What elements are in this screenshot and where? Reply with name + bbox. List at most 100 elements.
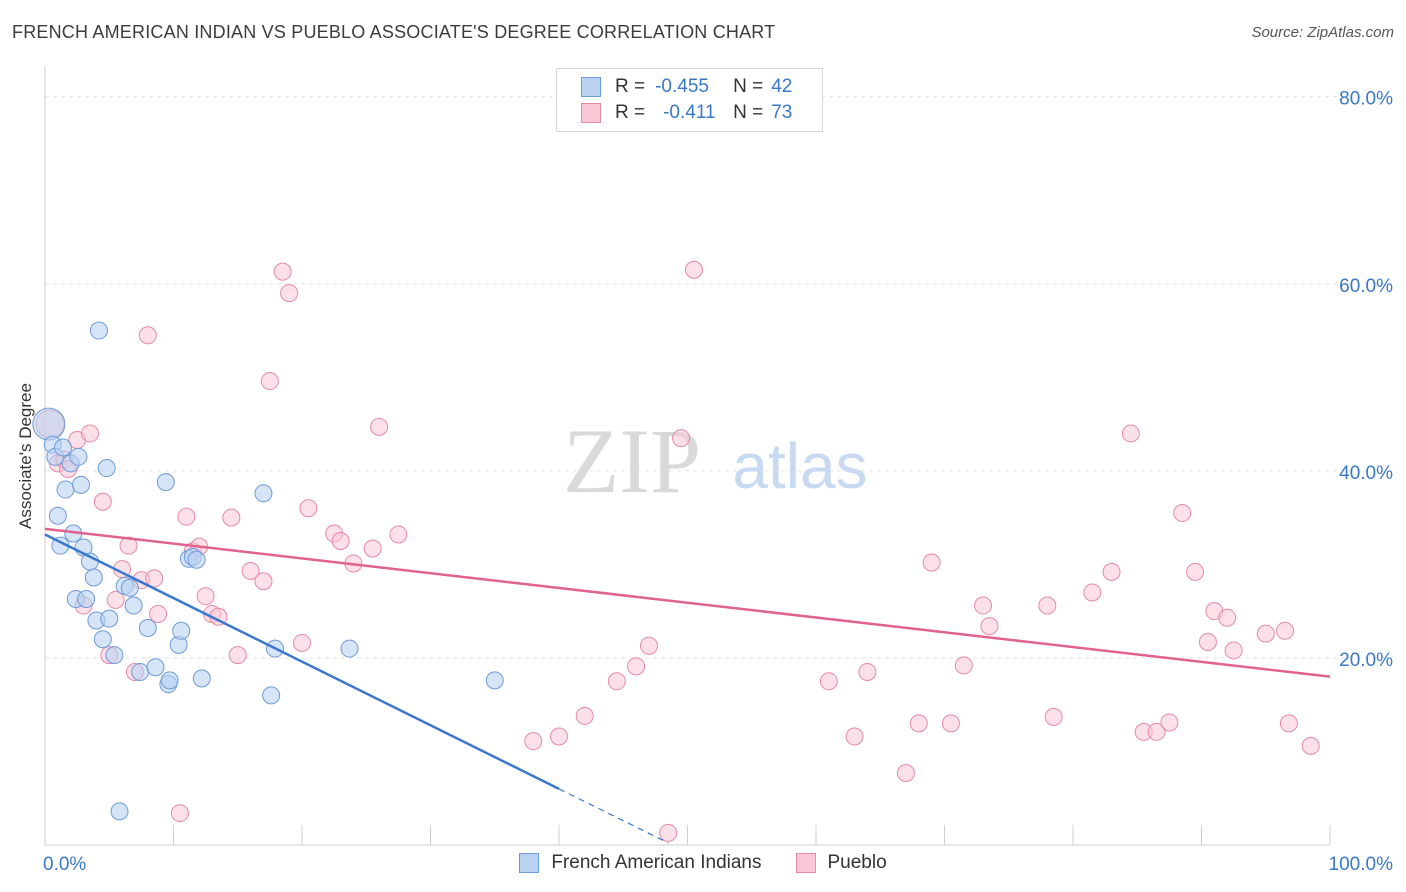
legend-n-value-1: 42 xyxy=(771,76,793,97)
trend-line-french-american-indians-extension xyxy=(558,788,669,844)
french-american-indians-point xyxy=(89,321,108,340)
watermark: ZIP atlas xyxy=(563,410,868,512)
chart-title: FRENCH AMERICAN INDIAN VS PUEBLO ASSOCIA… xyxy=(12,22,776,42)
french-american-indians-point xyxy=(172,621,191,640)
pueblo-point xyxy=(1147,722,1166,741)
pueblo-point xyxy=(819,672,838,691)
y-axis-label: Associate's Degree xyxy=(16,383,35,529)
pueblo-point xyxy=(1218,608,1237,627)
pueblo-point xyxy=(80,424,99,443)
source-label: Source: ZipAtlas.com xyxy=(1251,24,1394,41)
bottom-legend-label-1: French American Indians xyxy=(551,852,762,873)
pueblo-point xyxy=(331,532,350,551)
pueblo-points xyxy=(35,260,1320,842)
pueblo-point xyxy=(980,617,999,636)
french-american-indians-point xyxy=(93,630,112,649)
french-american-indians-point xyxy=(105,646,124,665)
pueblo-point xyxy=(672,429,691,448)
pueblo-point xyxy=(1083,583,1102,602)
watermark-atlas: atlas xyxy=(732,430,867,502)
legend-r-label: R = xyxy=(615,76,646,97)
pueblo-point xyxy=(260,372,279,391)
pueblo-point xyxy=(1121,424,1140,443)
pueblo-point xyxy=(177,507,196,526)
pueblo-point xyxy=(659,823,678,842)
pueblo-point xyxy=(370,417,389,436)
pueblo-point xyxy=(524,732,543,751)
bottom-legend-label-2: Pueblo xyxy=(827,852,887,873)
trend-lines xyxy=(44,527,1331,844)
pueblo-point xyxy=(293,633,311,652)
french-american-indians-point xyxy=(131,662,150,681)
bottom-legend-swatch-pink xyxy=(795,853,816,873)
pueblo-point xyxy=(1279,714,1298,733)
correlation-legend: R = -0.455 N = 42 R = -0.411 N = 73 xyxy=(556,68,823,132)
pueblo-point xyxy=(550,727,568,746)
y-tick-label: 60.0% xyxy=(1339,276,1393,297)
french-american-indians-point xyxy=(48,506,67,525)
x-tick-label-max: 100.0% xyxy=(1329,854,1394,875)
french-american-indians-point xyxy=(187,550,206,569)
bottom-legend-swatch-blue xyxy=(519,853,540,873)
pueblo-point xyxy=(363,539,382,558)
french-american-indians-point xyxy=(100,609,119,628)
pueblo-point xyxy=(1160,713,1179,732)
pueblo-point xyxy=(1301,736,1320,755)
french-american-indians-point xyxy=(262,686,281,705)
watermark-zip: ZIP xyxy=(563,410,701,512)
french-american-indians-point xyxy=(156,473,175,492)
pueblo-point xyxy=(1173,503,1192,522)
trend-line-french-american-indians xyxy=(44,533,560,790)
pueblo-point xyxy=(974,596,993,615)
pueblo-point xyxy=(273,262,292,281)
french-american-indians-point xyxy=(124,596,143,615)
pueblo-point xyxy=(684,260,703,279)
pueblo-point xyxy=(228,646,247,665)
pueblo-point xyxy=(254,572,273,591)
pueblo-point xyxy=(909,714,928,733)
pueblo-point xyxy=(575,706,594,725)
pueblo-point xyxy=(149,604,168,623)
pueblo-point xyxy=(858,662,877,681)
pueblo-point xyxy=(119,536,138,555)
pueblo-point xyxy=(1186,562,1205,581)
pueblo-point xyxy=(1038,596,1057,615)
pueblo-point xyxy=(1044,707,1063,726)
french-american-indians-point xyxy=(160,671,179,690)
pueblo-point xyxy=(170,804,189,823)
legend-n-label: N = xyxy=(733,102,764,123)
legend-n-value-2: 73 xyxy=(771,102,793,123)
legend-r-value-1: -0.455 xyxy=(655,76,709,97)
pueblo-point xyxy=(93,492,112,511)
pueblo-point xyxy=(389,525,408,544)
french-american-indians-point xyxy=(32,407,66,441)
pueblo-point xyxy=(607,672,626,691)
pueblo-point xyxy=(299,499,318,518)
y-tick-label: 20.0% xyxy=(1339,650,1393,671)
y-tick-label: 80.0% xyxy=(1339,89,1393,110)
pueblo-point xyxy=(954,656,973,675)
legend-swatch-pink xyxy=(581,103,601,123)
pueblo-point xyxy=(1102,562,1121,581)
pueblo-point xyxy=(1256,624,1275,643)
pueblo-point xyxy=(627,657,646,676)
legend-row-pueblo: R = -0.411 N = 73 xyxy=(581,101,792,125)
french-american-indians-point xyxy=(192,669,211,688)
bottom-legend-item-french-american-indians: French American Indians xyxy=(519,852,762,874)
pueblo-point xyxy=(145,569,164,588)
french-american-indians-point xyxy=(71,475,90,494)
trend-line-pueblo xyxy=(44,527,1331,678)
french-american-indians-point xyxy=(97,459,116,478)
french-american-indians-points xyxy=(32,321,504,821)
french-american-indians-point xyxy=(340,639,359,658)
y-tick-label: 40.0% xyxy=(1339,463,1393,484)
legend-r-label: R = xyxy=(615,102,646,123)
french-american-indians-point xyxy=(56,480,75,499)
legend-row-french-american-indians: R = -0.455 N = 42 xyxy=(581,75,792,99)
french-american-indians-point xyxy=(120,578,139,597)
pueblo-point xyxy=(941,714,960,733)
pueblo-point xyxy=(280,284,299,303)
french-american-indians-point xyxy=(53,438,72,457)
axes xyxy=(44,66,1331,846)
